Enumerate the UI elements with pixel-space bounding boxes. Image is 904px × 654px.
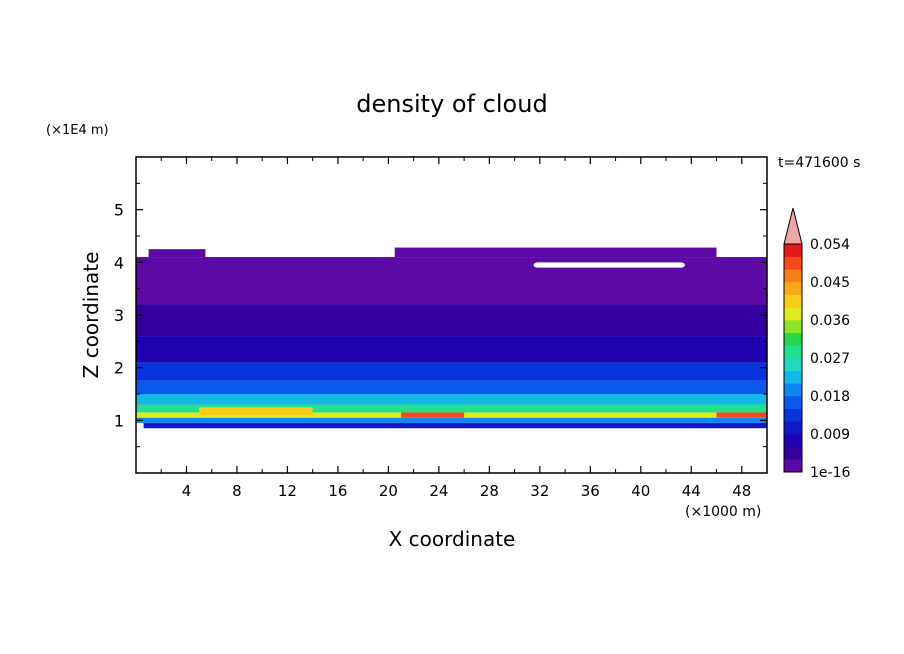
colorbar-swatch-12 <box>784 307 802 321</box>
x-tick-label-32: 32 <box>530 482 549 500</box>
contour-band-0 <box>143 422 767 429</box>
contour-band-1 <box>136 417 767 423</box>
x-tick-label-28: 28 <box>480 482 499 500</box>
colorbar-swatch-17 <box>784 244 802 257</box>
colorbar-label-4: 0.036 <box>810 313 850 329</box>
x-tick-label-44: 44 <box>682 482 701 500</box>
contour-band-10 <box>148 249 206 258</box>
colorbar-swatch-14 <box>784 282 802 295</box>
contour-band-4 <box>136 394 767 405</box>
colorbar-frame <box>783 243 803 473</box>
time-label: t=471600 s <box>778 155 860 171</box>
colorbar-swatch-1 <box>784 446 802 460</box>
colorbar-swatch-5 <box>784 396 802 409</box>
y-tick-label-5: 5 <box>114 201 124 220</box>
colorbar-swatch-13 <box>784 294 802 308</box>
colorbar-swatch-6 <box>784 383 802 397</box>
cloud-gap-0 <box>533 262 685 268</box>
colorbar-swatch-8 <box>784 358 802 371</box>
colorbar-overflow-arrow <box>783 207 803 245</box>
plot-area <box>136 247 767 429</box>
colorbar-label-3: 0.027 <box>810 351 850 367</box>
x-tick-label-8: 8 <box>232 482 242 500</box>
y-tick-label-4: 4 <box>114 253 124 272</box>
colorbar-label-1: 0.009 <box>810 427 850 443</box>
contour-highlight-0 <box>401 412 465 418</box>
x-tick-label-12: 12 <box>278 482 297 500</box>
colorbar-label-5: 0.045 <box>810 275 850 291</box>
contour-band-5 <box>136 380 767 394</box>
y-axis: 1 2 3 4 5 <box>114 182 767 448</box>
x-axis-label: X coordinate <box>389 527 516 551</box>
contour-band-3 <box>136 404 767 413</box>
colorbar-swatch-7 <box>784 370 802 384</box>
colorbar-swatch-0 <box>784 459 802 473</box>
x-tick-label-16: 16 <box>328 482 347 500</box>
x-axis: 4 8 12 16 20 24 28 32 36 40 44 48 <box>160 157 751 500</box>
colorbar-swatch-3 <box>784 421 802 435</box>
contour-highlight-1 <box>716 412 767 418</box>
x-tick-label-48: 48 <box>732 482 751 500</box>
y-tick-label-3: 3 <box>114 306 124 325</box>
x-tick-label-36: 36 <box>581 482 600 500</box>
colorbar-swatch-16 <box>784 256 802 270</box>
colorbar-label-6: 0.054 <box>810 237 850 253</box>
contour-band-6 <box>136 362 767 381</box>
colorbar-label-0: 1e-16 <box>810 465 850 481</box>
x-tick-label-20: 20 <box>379 482 398 500</box>
colorbar-swatch-2 <box>784 434 802 447</box>
colorbar-label-2: 0.018 <box>810 389 850 405</box>
x-tick-label-40: 40 <box>631 482 650 500</box>
x-tick-label-4: 4 <box>182 482 192 500</box>
colorbar-swatch-9 <box>784 345 802 359</box>
colorbar-swatch-4 <box>784 408 802 422</box>
y-unit-label: (×1E4 m) <box>46 123 109 138</box>
x-tick-label-24: 24 <box>429 482 448 500</box>
colorbar-swatch-11 <box>784 320 802 333</box>
y-axis-label: Z coordinate <box>79 252 103 379</box>
contour-band-7 <box>136 336 767 363</box>
y-tick-label-2: 2 <box>114 359 124 378</box>
contour-highlight-2 <box>199 407 313 416</box>
contour-band-8 <box>136 304 767 337</box>
contour-band-11 <box>394 247 717 258</box>
chart-title: density of cloud <box>356 90 547 118</box>
x-unit-label: (×1000 m) <box>685 504 761 520</box>
colorbar-swatch-10 <box>784 332 802 346</box>
colorbar-swatch-15 <box>784 269 802 283</box>
colorbar: 1e-16 0.009 0.018 0.027 0.036 0.045 0.054 <box>783 207 850 481</box>
y-tick-label-1: 1 <box>114 411 124 430</box>
